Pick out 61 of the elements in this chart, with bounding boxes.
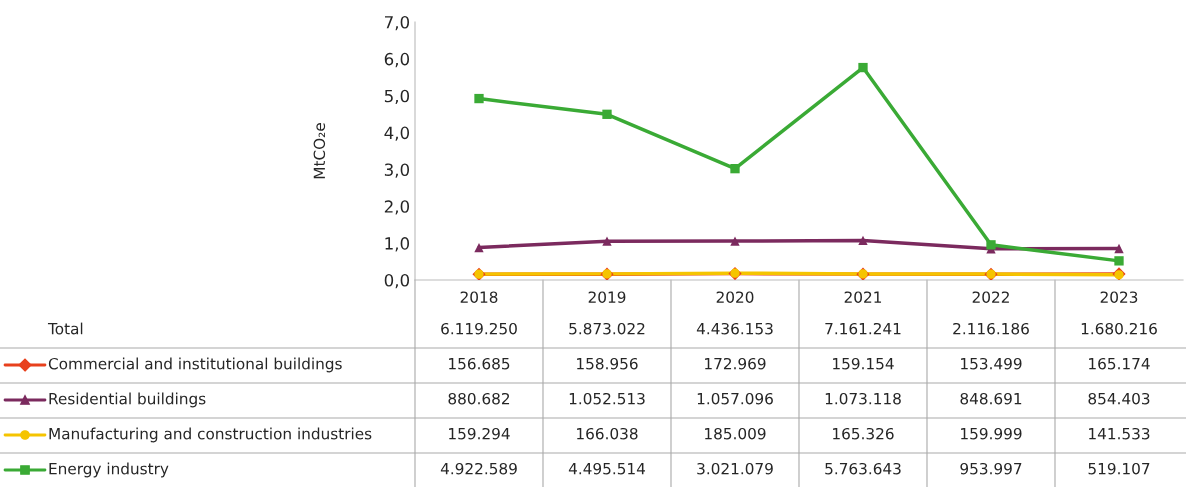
text: 1.680.216 (1081, 322, 1157, 335)
y-tick-label: 6,0 (384, 52, 410, 68)
x-tick-label: 2018 (460, 291, 498, 303)
text: 153.499 (961, 357, 1022, 370)
text: 2.116.186 (953, 322, 1029, 335)
text: 880.682 (448, 392, 510, 405)
legend-label: Manufacturing and construction industries (49, 427, 372, 443)
x-tick-label: 2019 (588, 291, 626, 303)
text: 519.107 (1088, 462, 1150, 475)
point (858, 62, 868, 73)
x-tick-label: 2023 (1100, 291, 1138, 303)
legend-label: Commercial and institutional buildings (48, 357, 342, 373)
text: 156.685 (449, 357, 510, 370)
text: 166.038 (577, 427, 638, 440)
y-tick-label: 4,0 (384, 126, 410, 141)
point (602, 109, 612, 119)
point (602, 236, 612, 246)
point (858, 235, 868, 246)
text: 3.021.079 (697, 462, 773, 475)
text: 7.161.241 (825, 322, 901, 335)
text: 5.873.022 (569, 322, 645, 335)
text: 159.154 (833, 357, 894, 370)
x-tick-label: 2020 (716, 291, 754, 303)
text: 854.403 (1088, 392, 1150, 405)
text: 4.922.589 (440, 462, 517, 475)
legend-label: Residential buildings (49, 392, 206, 408)
x-tick-label: 2021 (844, 291, 882, 303)
text: 165.326 (833, 427, 894, 440)
text: 165.174 (1089, 357, 1150, 370)
point (730, 236, 740, 246)
text: 1.052.513 (569, 392, 645, 405)
point (474, 93, 484, 104)
text: 1.057.096 (697, 392, 773, 405)
point (474, 242, 484, 253)
text: 1.073.118 (825, 392, 901, 405)
legend-label: Energy industry (49, 462, 169, 478)
y-tick-label: 5,0 (384, 89, 410, 104)
point (986, 240, 996, 250)
text: 159.999 (961, 427, 1022, 440)
text: 185.009 (705, 427, 766, 440)
y-tick-label: 7,0 (385, 15, 410, 31)
y-axis-title: MtCO₂e (313, 123, 326, 179)
text: 5.763.643 (825, 462, 901, 475)
y-tick-label: 1,0 (385, 237, 410, 252)
text: 172.969 (705, 357, 766, 370)
text: 6.119.250 (441, 322, 517, 335)
point (1114, 256, 1124, 266)
x-tick-label: 2022 (972, 291, 1009, 303)
y-tick-label: 2,0 (384, 200, 410, 215)
text: 848.691 (960, 392, 1022, 405)
y-tick-label: 0,0 (384, 273, 410, 289)
text: 4.495.514 (568, 462, 646, 475)
text: Total (47, 322, 83, 335)
point (730, 163, 740, 174)
point (1114, 243, 1124, 254)
text: 141.533 (1089, 427, 1150, 440)
text: 953.997 (960, 462, 1022, 475)
text: 159.294 (449, 427, 510, 440)
text: 158.956 (577, 357, 638, 370)
text: 4.436.153 (696, 322, 773, 335)
y-tick-label: 3,0 (384, 163, 410, 178)
